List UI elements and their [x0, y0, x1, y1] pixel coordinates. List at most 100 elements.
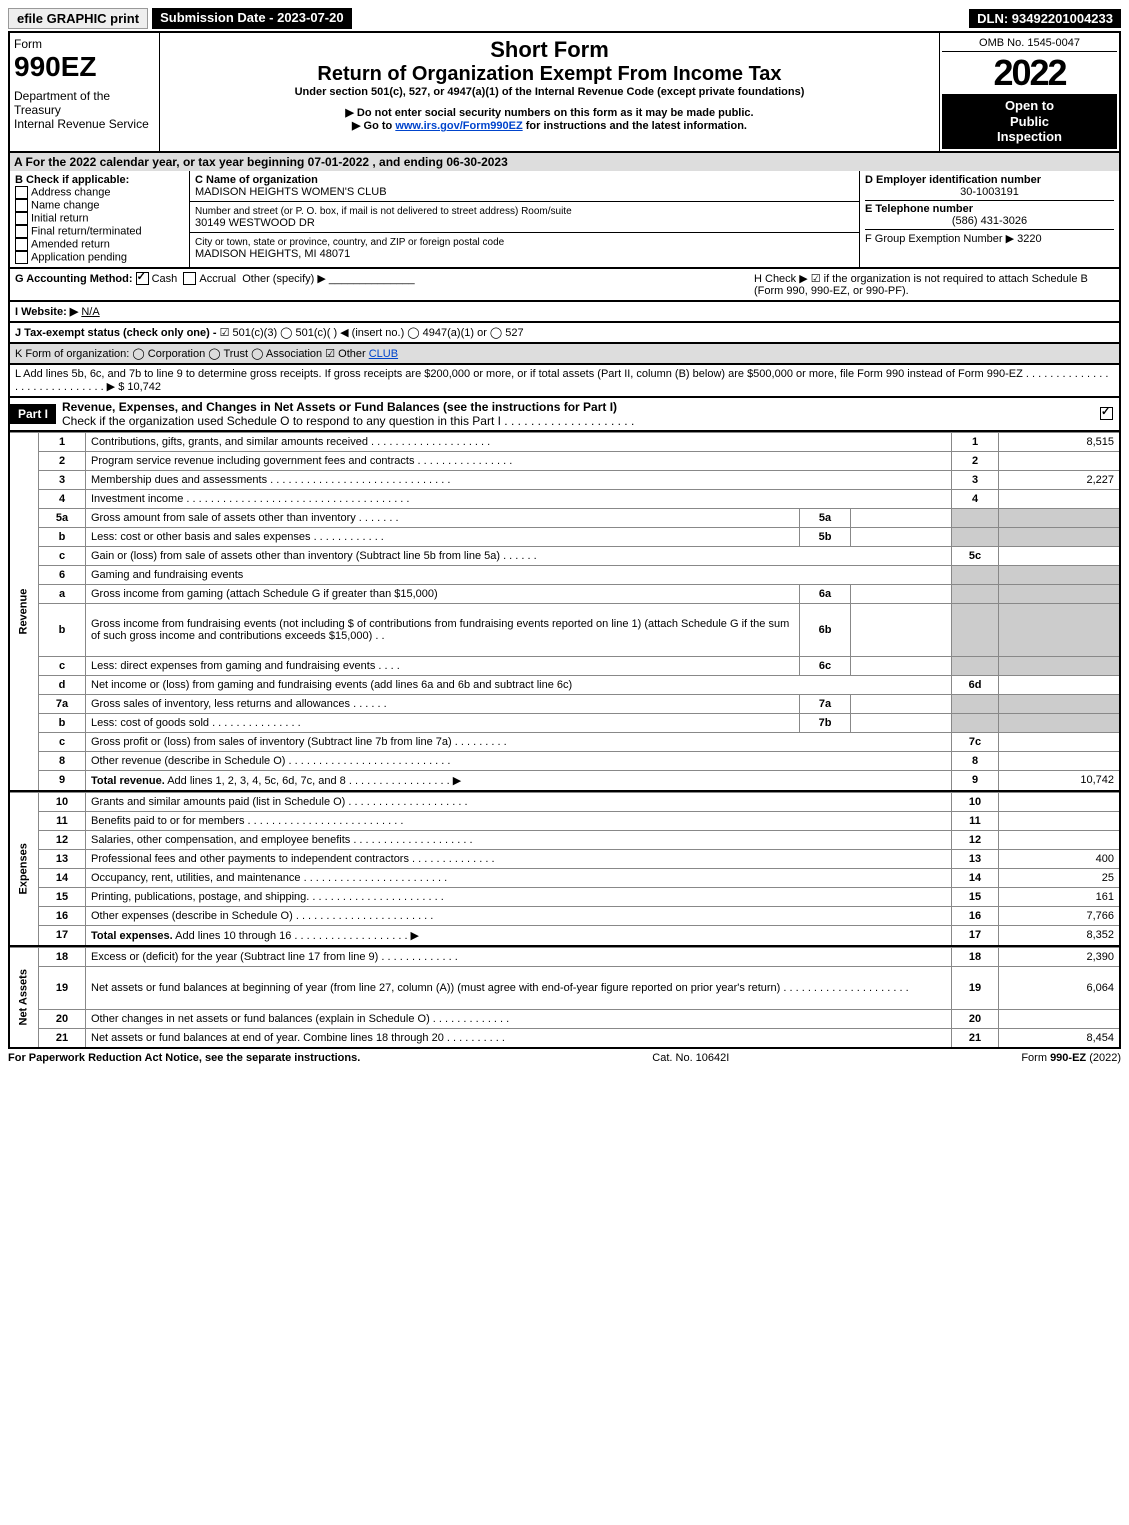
line-desc: Net assets or fund balances at beginning…: [86, 966, 952, 1009]
result-number: 1: [952, 432, 999, 451]
goto-suffix: for instructions and the latest informat…: [523, 120, 747, 132]
chk-final-return[interactable]: [15, 225, 28, 238]
result-amount: 25: [999, 868, 1121, 887]
f-label: F Group Exemption Number ▶ 3220: [865, 229, 1114, 245]
revenue-table: Revenue1Contributions, gifts, grants, an…: [8, 432, 1121, 792]
result-number: 2: [952, 451, 999, 470]
line-desc: Professional fees and other payments to …: [86, 849, 952, 868]
result-number: 12: [952, 830, 999, 849]
grey-cell: [999, 656, 1121, 675]
chk-amended-return[interactable]: [15, 238, 28, 251]
k-row: K Form of organization: ◯ Corporation ◯ …: [8, 344, 1121, 365]
g-h-row: G Accounting Method: Cash Accrual Other …: [8, 269, 1121, 302]
result-number: 11: [952, 811, 999, 830]
line-number: d: [39, 675, 86, 694]
line-number: 17: [39, 925, 86, 946]
line-number: 15: [39, 887, 86, 906]
subline-amount: [851, 694, 952, 713]
line-number: c: [39, 546, 86, 565]
result-number: 15: [952, 887, 999, 906]
chk-application-pending[interactable]: [15, 251, 28, 264]
result-number: 10: [952, 792, 999, 811]
h-text: H Check ▶ ☑ if the organization is not r…: [754, 272, 1114, 297]
result-amount: 400: [999, 849, 1121, 868]
line-desc: Excess or (deficit) for the year (Subtra…: [86, 947, 952, 966]
open-public-inspection: Open to Public Inspection: [942, 94, 1117, 149]
subline-number: 5b: [800, 527, 851, 546]
line-desc: Program service revenue including govern…: [86, 451, 952, 470]
result-amount: [999, 830, 1121, 849]
subline-number: 7a: [800, 694, 851, 713]
result-number: 4: [952, 489, 999, 508]
b-label: B Check if applicable:: [15, 174, 184, 186]
open-line1: Open to: [946, 98, 1113, 114]
form-number: 990EZ: [14, 51, 155, 83]
goto-prefix: ▶ Go to: [352, 120, 395, 132]
subline-amount: [851, 584, 952, 603]
i-row: I Website: ▶ N/A: [8, 302, 1121, 323]
netassets-table: Net Assets18Excess or (deficit) for the …: [8, 947, 1121, 1049]
chk-name-change[interactable]: [15, 199, 28, 212]
line-desc: Total expenses. Add lines 10 through 16 …: [86, 925, 952, 946]
part1-title: Revenue, Expenses, and Changes in Net As…: [62, 400, 617, 414]
footer: For Paperwork Reduction Act Notice, see …: [8, 1049, 1121, 1064]
result-amount: 7,766: [999, 906, 1121, 925]
result-amount: [999, 675, 1121, 694]
chk-schedule-o[interactable]: [1100, 407, 1113, 420]
line-number: 11: [39, 811, 86, 830]
subtitle-3: ▶ Go to www.irs.gov/Form990EZ for instru…: [164, 119, 935, 132]
result-amount: [999, 792, 1121, 811]
subline-number: 5a: [800, 508, 851, 527]
result-number: 9: [952, 770, 999, 791]
j-options: ☑ 501(c)(3) ◯ 501(c)( ) ◀ (insert no.) ◯…: [220, 327, 524, 339]
chk-cash[interactable]: [136, 272, 149, 285]
line-desc: Investment income . . . . . . . . . . . …: [86, 489, 952, 508]
g-label: G Accounting Method:: [15, 273, 133, 285]
grey-cell: [999, 713, 1121, 732]
grey-cell: [952, 565, 999, 584]
ein-value: 30-1003191: [865, 186, 1114, 198]
result-amount: [999, 1009, 1121, 1028]
line-number: 13: [39, 849, 86, 868]
info-block: B Check if applicable: Address change Na…: [8, 171, 1121, 269]
result-number: 21: [952, 1028, 999, 1048]
j-label: J Tax-exempt status (check only one) -: [15, 327, 220, 339]
subtitle-2: ▶ Do not enter social security numbers o…: [164, 106, 935, 119]
open-line2: Public: [946, 114, 1113, 130]
result-number: 13: [952, 849, 999, 868]
result-number: 3: [952, 470, 999, 489]
line-number: 9: [39, 770, 86, 791]
line-desc: Gross amount from sale of assets other t…: [86, 508, 800, 527]
c-label: C Name of organization: [195, 174, 318, 186]
line-number: c: [39, 732, 86, 751]
line-number: 7a: [39, 694, 86, 713]
grey-cell: [952, 694, 999, 713]
phone-value: (586) 431-3026: [865, 215, 1114, 227]
irs-link[interactable]: www.irs.gov/Form990EZ: [395, 120, 522, 132]
result-number: 8: [952, 751, 999, 770]
chk-initial-return[interactable]: [15, 212, 28, 225]
result-amount: [999, 489, 1121, 508]
b-item-5: Application pending: [31, 251, 127, 263]
result-amount: [999, 751, 1121, 770]
line-number: c: [39, 656, 86, 675]
open-line3: Inspection: [946, 129, 1113, 145]
b-item-1: Name change: [31, 199, 100, 211]
line-desc: Occupancy, rent, utilities, and maintena…: [86, 868, 952, 887]
k-other-value[interactable]: CLUB: [369, 348, 398, 360]
efile-print-button[interactable]: efile GRAPHIC print: [8, 8, 148, 29]
section-label: Expenses: [9, 792, 39, 946]
chk-address-change[interactable]: [15, 186, 28, 199]
result-amount: 6,064: [999, 966, 1121, 1009]
result-number: 14: [952, 868, 999, 887]
line-desc: Less: direct expenses from gaming and fu…: [86, 656, 800, 675]
line-desc: Other revenue (describe in Schedule O) .…: [86, 751, 952, 770]
subline-number: 7b: [800, 713, 851, 732]
result-amount: 10,742: [999, 770, 1121, 791]
i-label: I Website: ▶: [15, 306, 78, 318]
footer-right: Form 990-EZ (2022): [1021, 1052, 1121, 1064]
j-row: J Tax-exempt status (check only one) - ☑…: [8, 323, 1121, 344]
line-desc: Total revenue. Add lines 1, 2, 3, 4, 5c,…: [86, 770, 952, 791]
chk-accrual[interactable]: [183, 272, 196, 285]
form-header: Form 990EZ Department of the Treasury In…: [8, 31, 1121, 153]
